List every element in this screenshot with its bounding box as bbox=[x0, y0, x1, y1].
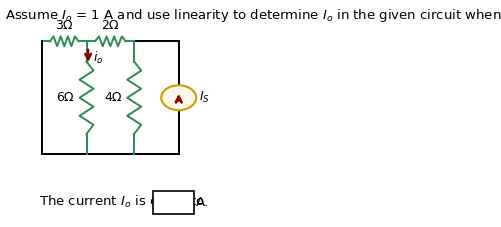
Text: 4Ω: 4Ω bbox=[104, 91, 122, 104]
Circle shape bbox=[161, 85, 196, 110]
Text: A.: A. bbox=[196, 196, 209, 209]
Text: $i_o$: $i_o$ bbox=[93, 50, 103, 66]
Text: Assume $I_o$ = 1 A and use linearity to determine $I_o$ in the given circuit whe: Assume $I_o$ = 1 A and use linearity to … bbox=[6, 7, 501, 25]
FancyBboxPatch shape bbox=[153, 191, 194, 214]
Text: The current $I_o$ is equal to: The current $I_o$ is equal to bbox=[39, 193, 205, 210]
Text: 2Ω: 2Ω bbox=[102, 19, 119, 32]
Text: $I_S$: $I_S$ bbox=[199, 90, 210, 105]
Text: 6Ω: 6Ω bbox=[56, 91, 74, 104]
Text: 3Ω: 3Ω bbox=[56, 19, 73, 32]
